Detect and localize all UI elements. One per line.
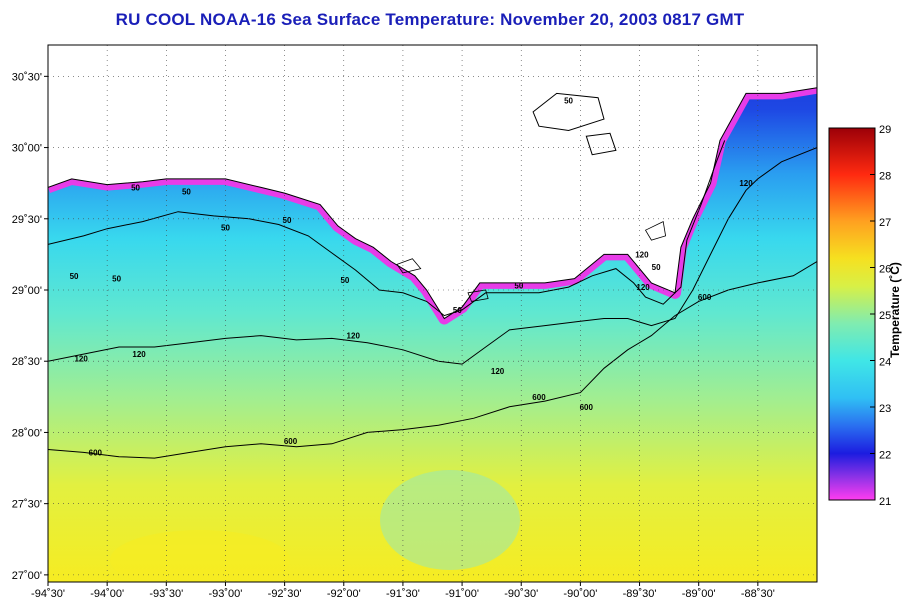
graticule bbox=[48, 45, 817, 582]
isobath-label: 50 bbox=[182, 188, 191, 197]
isobath-label: 50 bbox=[564, 97, 573, 106]
isobath-label: 600 bbox=[698, 293, 712, 302]
colorbar-tick-label: 23 bbox=[879, 403, 891, 415]
lat-tick-label: 28˚30' bbox=[12, 356, 42, 368]
isobath-label: 50 bbox=[112, 275, 121, 284]
colorbar-tick-label: 26 bbox=[879, 264, 891, 276]
colorbar-tick-label: 21 bbox=[879, 496, 891, 508]
lat-tick-label: 30˚00' bbox=[12, 143, 42, 155]
islands bbox=[396, 221, 667, 302]
lat-tick-label: 29˚00' bbox=[12, 285, 42, 297]
colorbar-tick-label: 29 bbox=[879, 124, 891, 136]
isobath-label: 120 bbox=[635, 250, 649, 259]
isobath-label: 600 bbox=[284, 437, 298, 446]
colorbar-tick-label: 24 bbox=[879, 357, 891, 369]
isobath-label: 120 bbox=[491, 367, 505, 376]
cool-eddy bbox=[380, 470, 520, 570]
lon-tick-label: -89˚00' bbox=[682, 588, 716, 600]
isobath-label: 600 bbox=[532, 393, 546, 402]
lake-outline bbox=[532, 92, 605, 132]
colorbar bbox=[828, 127, 876, 501]
isobath-label: 120 bbox=[132, 350, 146, 359]
lon-tick-label: -94˚30' bbox=[31, 588, 65, 600]
isobath-label: 120 bbox=[347, 332, 361, 341]
isobath-label: 600 bbox=[89, 448, 103, 457]
island-outline bbox=[396, 258, 422, 274]
isobath-120 bbox=[48, 147, 817, 365]
lon-tick-label: -93˚00' bbox=[209, 588, 243, 600]
colorbar-title: Temperature (˚C) bbox=[888, 262, 902, 358]
isobath-label: 120 bbox=[74, 354, 88, 363]
lon-tick-label: -90˚00' bbox=[563, 588, 597, 600]
land-mass bbox=[48, 45, 817, 320]
lon-tick-label: -91˚30' bbox=[386, 588, 420, 600]
isobath-600 bbox=[48, 261, 817, 459]
lake-outline bbox=[585, 132, 617, 156]
colorbar-tick-label: 28 bbox=[879, 171, 891, 183]
warm-patch bbox=[110, 530, 290, 582]
lon-tick-label: -92˚00' bbox=[327, 588, 361, 600]
isobath-label: 50 bbox=[514, 282, 523, 291]
lat-tick-label: 29˚30' bbox=[12, 214, 42, 226]
map-frame bbox=[47, 44, 818, 583]
isobath-label: 50 bbox=[340, 276, 349, 285]
lat-tick-label: 28˚00' bbox=[12, 427, 42, 439]
lon-tick-label: -88˚30' bbox=[741, 588, 775, 600]
lon-tick-label: -91˚00' bbox=[445, 588, 479, 600]
lon-tick-label: -92˚30' bbox=[268, 588, 302, 600]
isobath-label: 50 bbox=[221, 223, 230, 232]
isobath-label: 50 bbox=[70, 272, 79, 281]
isobath-label: 50 bbox=[131, 183, 140, 192]
isobath-label: 50 bbox=[283, 216, 292, 225]
lat-tick-label: 27˚30' bbox=[12, 499, 42, 511]
isobath-contours bbox=[48, 140, 817, 459]
chart-title: RU COOL NOAA-16 Sea Surface Temperature:… bbox=[115, 10, 745, 29]
colorbar-tick-label: 22 bbox=[879, 450, 891, 462]
lat-tick-label: 30˚30' bbox=[12, 71, 42, 83]
longitude-axis: -94˚30' -94˚00' -93˚30' -93˚00' -92˚30' -92˚0… bbox=[31, 582, 775, 600]
colorbar-tick-label: 25 bbox=[879, 310, 891, 322]
isobath-label: 600 bbox=[580, 403, 594, 412]
colorbar-tick-label: 27 bbox=[879, 217, 891, 229]
colorbar-ticks: 21 22 23 24 25 26 27 28 29 bbox=[870, 124, 891, 508]
island-outline bbox=[644, 221, 667, 241]
latitude-axis: 30˚30' 30˚00' 29˚30' 29˚00' 28˚30' 28˚00' 27˚3… bbox=[12, 71, 48, 582]
isobath-label: 50 bbox=[453, 306, 462, 315]
lon-tick-label: -90˚30' bbox=[504, 588, 538, 600]
lon-tick-label: -89˚30' bbox=[623, 588, 657, 600]
lat-tick-label: 27˚00' bbox=[12, 570, 42, 582]
lon-tick-label: -93˚30' bbox=[149, 588, 183, 600]
island-outline bbox=[467, 289, 489, 302]
lakes bbox=[532, 92, 617, 156]
isobath-50 bbox=[48, 140, 726, 317]
lon-tick-label: -94˚00' bbox=[90, 588, 124, 600]
isobath-label: 50 bbox=[652, 263, 661, 272]
isobath-label: 120 bbox=[739, 179, 753, 188]
isobath-label: 120 bbox=[636, 283, 650, 292]
